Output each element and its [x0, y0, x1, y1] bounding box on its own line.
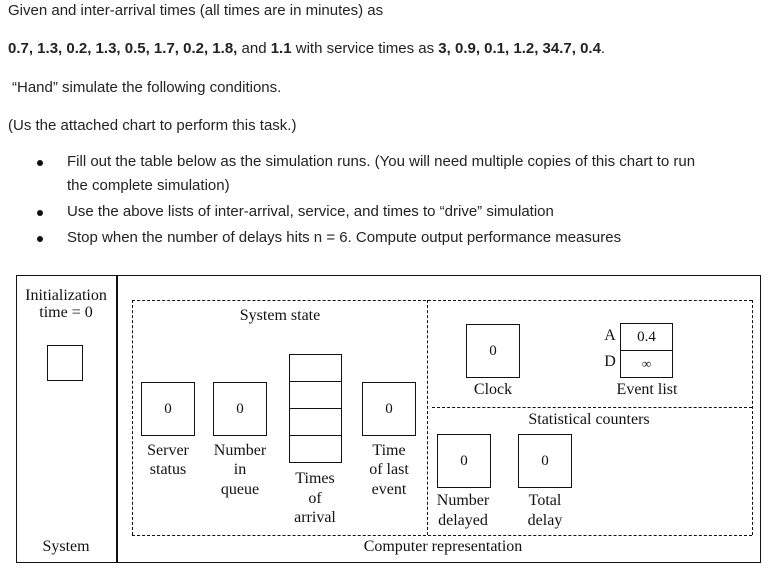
intro-line3: “Hand” simulate the following conditions… [12, 79, 282, 96]
server-status-label: Server [147, 442, 189, 459]
total-delay-box: 0 [518, 434, 572, 488]
clock-label: Clock [473, 381, 513, 398]
and-text: and [237, 40, 271, 57]
stat-counters-label: Statistical counters [528, 411, 650, 428]
bullet-icon [37, 236, 43, 242]
time-last-event-box: 0 [362, 382, 416, 436]
bullet-1-cont: the complete simulation) [67, 177, 230, 194]
dashed-bottom [132, 535, 752, 536]
dashed-stats-top [432, 407, 752, 408]
bullet-3: Stop when the number of delays hits n = … [67, 229, 622, 246]
service-text: with service times as [291, 40, 439, 57]
init-time-label: time = 0 [39, 304, 93, 321]
bullet-icon [37, 210, 43, 216]
bullet-icon [37, 160, 43, 166]
event-a-value: 0.4 [620, 323, 673, 351]
server-status-box: 0 [141, 382, 195, 436]
queue-label: queue [220, 481, 260, 498]
system-state-label: System state [239, 307, 321, 324]
queue-label: Number [213, 442, 267, 459]
bullet-1: Fill out the table below as the simulati… [67, 153, 696, 170]
intro-line4: (Us the attached chart to perform this t… [8, 117, 297, 134]
total-delay-label: delay [527, 512, 563, 529]
last-event-label: event [371, 481, 407, 498]
interarrival-times: 0.7, 1.3, 0.2, 1.3, 0.5, 1.7, 0.2, 1.8, [8, 40, 238, 57]
intro-line2: 0.7, 1.3, 0.2, 1.3, 0.5, 1.7, 0.2, 1.8, … [8, 40, 605, 57]
event-list-label: Event list [616, 381, 678, 398]
intro-line1: Given and inter-arrival times (all times… [8, 2, 384, 19]
arrival-cell [289, 408, 342, 436]
event-d-value: ∞ [620, 350, 673, 378]
dashed-top [132, 300, 752, 301]
init-label: Initialization [25, 287, 107, 304]
dashed-left [132, 300, 133, 535]
init-box [47, 345, 83, 381]
interarrival-last: 1.1 [270, 40, 292, 57]
divider [116, 275, 118, 563]
event-d-label: D [604, 353, 616, 370]
dashed-right [752, 300, 753, 535]
arrival-cell [289, 435, 342, 463]
number-in-queue-box: 0 [213, 382, 267, 436]
system-label: System [42, 538, 90, 555]
total-delay-label: Total [528, 492, 562, 509]
service-times: 3, 0.9, 0.1, 1.2, 34.7, 0.4 [438, 40, 601, 57]
last-event-label: Time [372, 442, 406, 459]
number-delayed-box: 0 [437, 434, 491, 488]
arrival-label: Times [295, 470, 335, 487]
dashed-middle [427, 300, 428, 535]
computer-representation-label: Computer representation [363, 538, 523, 555]
diagram-frame [16, 275, 761, 563]
arrival-cell [289, 381, 342, 409]
event-a-label: A [604, 327, 616, 344]
last-event-label: of last [369, 461, 409, 478]
bullet-2: Use the above lists of inter-arrival, se… [67, 203, 554, 220]
queue-label: in [233, 461, 247, 478]
server-status-label: status [149, 461, 187, 478]
number-delayed-label: delayed [438, 512, 488, 529]
arrival-cell [289, 354, 342, 382]
number-delayed-label: Number [436, 492, 490, 509]
arrival-label: of [308, 490, 322, 507]
clock-box: 0 [466, 324, 520, 378]
period: . [600, 40, 606, 57]
arrival-label: arrival [294, 509, 336, 526]
